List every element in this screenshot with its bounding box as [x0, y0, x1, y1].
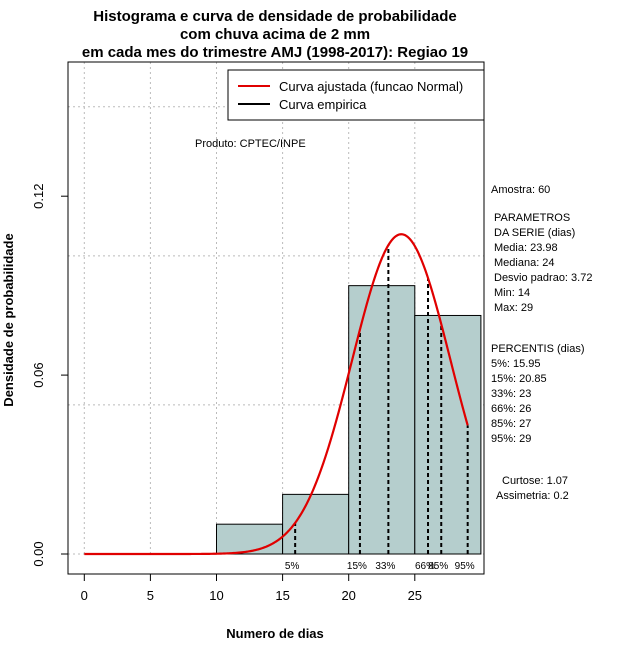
amostra-label: Amostra: 60 — [491, 184, 550, 196]
legend-box — [227, 69, 485, 121]
curtose-label: Curtose: 1.07 — [502, 475, 568, 487]
parametros-line: DA SERIE (dias) — [494, 227, 575, 239]
legend-label-fitted: Curva ajustada (funcao Normal) — [279, 79, 463, 94]
percentis-line: 95%: 29 — [491, 433, 531, 445]
histogram-bar — [216, 523, 284, 555]
percentile-label: 95% — [455, 561, 475, 572]
chart-title-line-2: com chuva acima de 2 mm — [180, 26, 370, 43]
parametros-line: Min: 14 — [494, 287, 530, 299]
percentile-label: 33% — [375, 561, 395, 572]
y-tick-label: 0.12 — [31, 184, 46, 209]
fitted-normal-curve — [84, 233, 469, 556]
axes — [61, 61, 485, 581]
chart-title-line-3: em cada mes do trimestre AMJ (1998-2017)… — [82, 44, 468, 61]
percentis-line: 33%: 23 — [491, 388, 531, 400]
assimetria-label: Assimetria: 0.2 — [496, 490, 569, 502]
parametros-block: PARAMETROS DA SERIE (dias) Media: 23.98 M… — [494, 212, 592, 314]
percentis-line: 85%: 27 — [491, 418, 531, 430]
parametros-line: Desvio padrao: 3.72 — [494, 272, 592, 284]
x-tick-label: 0 — [81, 588, 88, 603]
chart-title-line-1: Histograma e curva de densidade de proba… — [93, 8, 456, 25]
percentis-line: 15%: 20.85 — [491, 373, 547, 385]
x-tick-label: 10 — [209, 588, 223, 603]
x-tick-label: 25 — [408, 588, 422, 603]
tick-labels: 0 5 10 15 20 25 0.00 0.06 0.12 — [31, 184, 422, 603]
percentis-line: PERCENTIS (dias) — [491, 343, 585, 355]
x-axis-label: Numero de dias — [226, 626, 324, 641]
histogram-bar — [414, 314, 482, 555]
x-tick-label: 15 — [275, 588, 289, 603]
percentis-line: 5%: 15.95 — [491, 358, 541, 370]
percentile-label: 15% — [347, 561, 367, 572]
percentis-block: PERCENTIS (dias) 5%: 15.95 15%: 20.85 33… — [491, 343, 585, 445]
y-tick-label: 0.00 — [31, 541, 46, 566]
percentile-label: 66% — [415, 561, 435, 572]
parametros-line: Mediana: 24 — [494, 257, 555, 269]
legend-label-empirical: Curva empirica — [279, 97, 367, 112]
histogram-bar — [348, 285, 416, 555]
x-tick-label: 20 — [341, 588, 355, 603]
histogram-bar — [282, 493, 350, 555]
percentis-line: 66%: 26 — [491, 403, 531, 415]
plot-frame — [67, 61, 485, 575]
percentile-lines: 5% 15% 33% 66%85% 95% — [285, 245, 475, 572]
parametros-line: Media: 23.98 — [494, 242, 558, 254]
parametros-line: Max: 29 — [494, 302, 533, 314]
parametros-line: PARAMETROS — [494, 212, 570, 224]
fitted-curve — [84, 233, 469, 556]
y-tick-label: 0.06 — [31, 362, 46, 387]
x-tick-label: 5 — [147, 588, 154, 603]
percentile-label: 5% — [285, 561, 300, 572]
percentile-label: 85% — [428, 561, 448, 572]
legend: Curva ajustada (funcao Normal) Curva emp… — [227, 69, 485, 121]
produto-label: Produto: CPTEC/INPE — [195, 138, 306, 150]
y-axis-label: Densidade de probabilidade — [1, 233, 16, 406]
